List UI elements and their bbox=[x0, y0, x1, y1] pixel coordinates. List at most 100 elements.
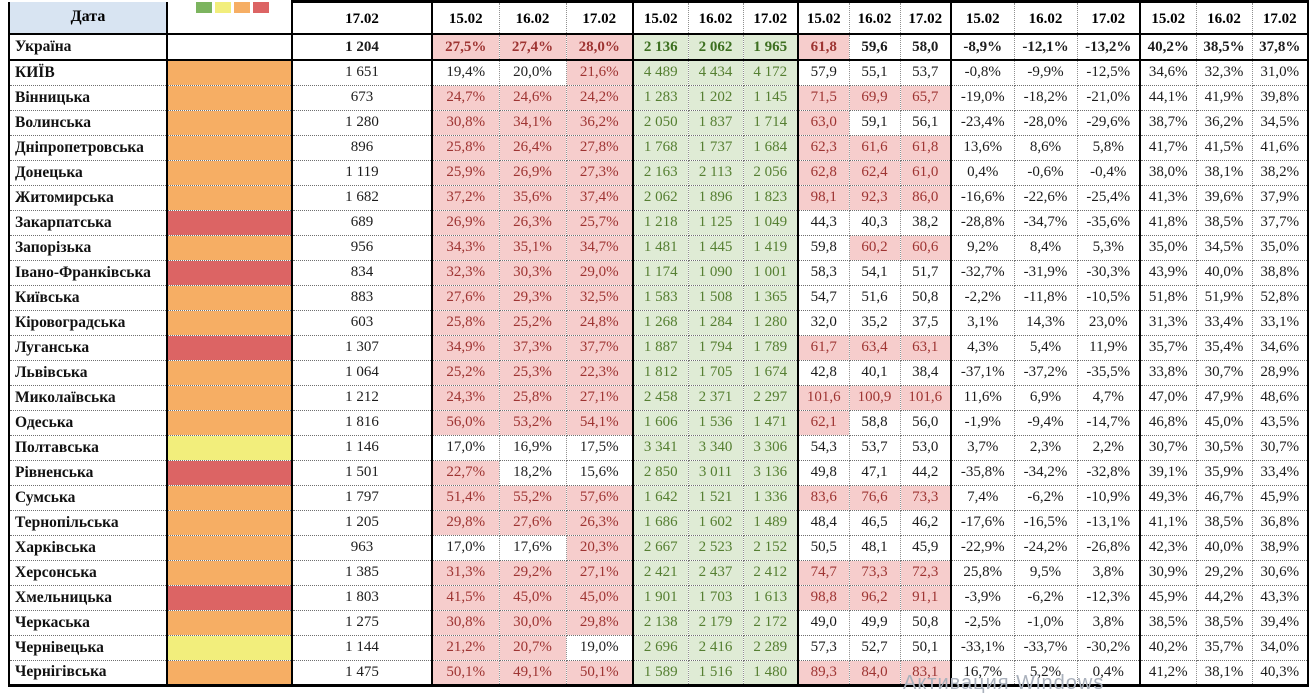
load-cell[interactable]: 98,8 bbox=[797, 585, 850, 611]
load-cell[interactable]: 44,3 bbox=[797, 210, 850, 236]
date-column-header[interactable]: 15.02 bbox=[632, 0, 689, 35]
load-cell[interactable]: 46,2 bbox=[900, 510, 952, 536]
total-cell[interactable]: 963 bbox=[291, 535, 433, 561]
share-percent-cell[interactable]: 47,0% bbox=[1139, 385, 1197, 411]
share-percent-cell[interactable]: 36,2% bbox=[1196, 110, 1253, 136]
delta-percent-cell[interactable]: 8,6% bbox=[1014, 135, 1078, 161]
delta-percent-cell[interactable]: -0,4% bbox=[1077, 160, 1141, 186]
percent-cell[interactable]: 29,0% bbox=[566, 260, 634, 286]
load-cell[interactable]: 86,0 bbox=[900, 185, 952, 211]
load-cell[interactable]: 32,0 bbox=[797, 310, 850, 336]
total-cell[interactable]: 1 682 bbox=[291, 185, 433, 211]
absolute-cell[interactable]: 3 136 bbox=[743, 460, 799, 486]
share-percent-cell[interactable]: 35,7% bbox=[1139, 335, 1197, 361]
share-percent-cell[interactable]: 49,3% bbox=[1139, 485, 1197, 511]
percent-cell[interactable]: 24,7% bbox=[431, 85, 500, 111]
delta-percent-cell[interactable]: -3,9% bbox=[950, 585, 1015, 611]
load-cell[interactable]: 49,0 bbox=[797, 610, 850, 636]
absolute-cell[interactable]: 2 667 bbox=[632, 535, 689, 561]
delta-percent-cell[interactable]: 5,3% bbox=[1077, 235, 1141, 261]
load-cell[interactable]: 59,8 bbox=[797, 235, 850, 261]
load-cell[interactable]: 61,6 bbox=[849, 135, 901, 161]
share-percent-cell[interactable]: 39,1% bbox=[1139, 460, 1197, 486]
share-percent-cell[interactable]: 44,2% bbox=[1196, 585, 1253, 611]
share-percent-cell[interactable]: 45,9% bbox=[1252, 485, 1309, 511]
absolute-cell[interactable]: 1 049 bbox=[743, 210, 799, 236]
percent-cell[interactable]: 57,6% bbox=[566, 485, 634, 511]
delta-percent-cell[interactable]: -24,2% bbox=[1014, 535, 1078, 561]
delta-percent-cell[interactable]: 3,1% bbox=[950, 310, 1015, 336]
load-cell[interactable]: 53,7 bbox=[900, 60, 952, 86]
share-percent-cell[interactable]: 41,9% bbox=[1196, 85, 1253, 111]
share-percent-cell[interactable]: 34,5% bbox=[1196, 235, 1253, 261]
share-percent-cell[interactable]: 35,9% bbox=[1196, 460, 1253, 486]
share-percent-cell[interactable]: 34,0% bbox=[1252, 635, 1309, 661]
absolute-cell[interactable]: 3 306 bbox=[743, 435, 799, 461]
load-cell[interactable]: 40,1 bbox=[849, 360, 901, 386]
share-percent-cell[interactable]: 35,0% bbox=[1139, 235, 1197, 261]
load-cell[interactable]: 61,0 bbox=[900, 160, 952, 186]
load-cell[interactable]: 101,6 bbox=[900, 385, 952, 411]
absolute-cell[interactable]: 2 056 bbox=[743, 160, 799, 186]
absolute-cell[interactable]: 1 686 bbox=[632, 510, 689, 536]
share-percent-cell[interactable]: 38,5% bbox=[1139, 610, 1197, 636]
delta-percent-cell[interactable]: -37,2% bbox=[1014, 360, 1078, 386]
region-name-cell[interactable]: Волинська bbox=[8, 110, 168, 136]
absolute-cell[interactable]: 1 283 bbox=[632, 85, 689, 111]
delta-percent-cell[interactable]: 3,8% bbox=[1077, 610, 1141, 636]
load-cell[interactable]: 96,2 bbox=[849, 585, 901, 611]
delta-percent-cell[interactable]: -30,3% bbox=[1077, 260, 1141, 286]
load-cell[interactable]: 60,2 bbox=[849, 235, 901, 261]
percent-cell[interactable]: 24,3% bbox=[431, 385, 500, 411]
delta-percent-cell[interactable]: 4,3% bbox=[950, 335, 1015, 361]
percent-cell[interactable]: 24,8% bbox=[566, 310, 634, 336]
delta-percent-cell[interactable]: -33,7% bbox=[1014, 635, 1078, 661]
risk-level-cell[interactable] bbox=[167, 160, 293, 186]
load-cell[interactable]: 44,2 bbox=[900, 460, 952, 486]
load-cell[interactable]: 54,3 bbox=[797, 435, 850, 461]
percent-cell[interactable]: 54,1% bbox=[566, 410, 634, 436]
percent-cell[interactable]: 25,8% bbox=[499, 385, 567, 411]
total-cell[interactable]: 1 307 bbox=[291, 335, 433, 361]
region-name-cell[interactable]: Тернопільська bbox=[8, 510, 168, 536]
percent-cell[interactable]: 34,7% bbox=[566, 235, 634, 261]
region-name-cell[interactable]: Вінницька bbox=[8, 85, 168, 111]
total-cell[interactable]: 1 501 bbox=[291, 460, 433, 486]
load-cell[interactable]: 38,2 bbox=[900, 210, 952, 236]
delta-percent-cell[interactable]: 9,5% bbox=[1014, 560, 1078, 586]
total-cell[interactable]: 1 803 bbox=[291, 585, 433, 611]
delta-percent-cell[interactable]: -35,5% bbox=[1077, 360, 1141, 386]
date-column-header[interactable]: 15.02 bbox=[797, 0, 850, 35]
delta-percent-cell[interactable]: -19,0% bbox=[950, 85, 1015, 111]
percent-cell[interactable]: 19,4% bbox=[431, 60, 500, 86]
share-percent-cell[interactable]: 38,0% bbox=[1139, 160, 1197, 186]
delta-percent-cell[interactable]: -9,9% bbox=[1014, 60, 1078, 86]
load-cell[interactable]: 89,3 bbox=[797, 660, 850, 687]
delta-percent-cell[interactable]: -2,5% bbox=[950, 610, 1015, 636]
region-name-cell[interactable]: Луганська bbox=[8, 335, 168, 361]
date-column-header[interactable]: 15.02 bbox=[1139, 0, 1197, 35]
percent-cell[interactable]: 20,3% bbox=[566, 535, 634, 561]
share-percent-cell[interactable]: 40,0% bbox=[1196, 260, 1253, 286]
share-percent-cell[interactable]: 46,7% bbox=[1196, 485, 1253, 511]
absolute-cell[interactable]: 2 136 bbox=[632, 33, 689, 61]
share-percent-cell[interactable]: 35,0% bbox=[1252, 235, 1309, 261]
percent-cell[interactable]: 50,1% bbox=[431, 660, 500, 687]
date-column-header[interactable]: 16.02 bbox=[499, 0, 567, 35]
risk-level-cell[interactable] bbox=[167, 260, 293, 286]
load-cell[interactable]: 74,7 bbox=[797, 560, 850, 586]
delta-percent-cell[interactable]: 14,3% bbox=[1014, 310, 1078, 336]
share-percent-cell[interactable]: 34,6% bbox=[1252, 335, 1309, 361]
total-cell[interactable]: 1 475 bbox=[291, 660, 433, 687]
percent-cell[interactable]: 53,2% bbox=[499, 410, 567, 436]
share-percent-cell[interactable]: 45,0% bbox=[1196, 410, 1253, 436]
absolute-cell[interactable]: 1 794 bbox=[688, 335, 744, 361]
percent-cell[interactable]: 18,2% bbox=[499, 460, 567, 486]
percent-cell[interactable]: 22,7% bbox=[431, 460, 500, 486]
total-cell[interactable]: 673 bbox=[291, 85, 433, 111]
percent-cell[interactable]: 49,1% bbox=[499, 660, 567, 687]
risk-level-cell[interactable] bbox=[167, 410, 293, 436]
region-name-cell[interactable]: Полтавська bbox=[8, 435, 168, 461]
risk-level-cell[interactable] bbox=[167, 635, 293, 661]
absolute-cell[interactable]: 2 696 bbox=[632, 635, 689, 661]
